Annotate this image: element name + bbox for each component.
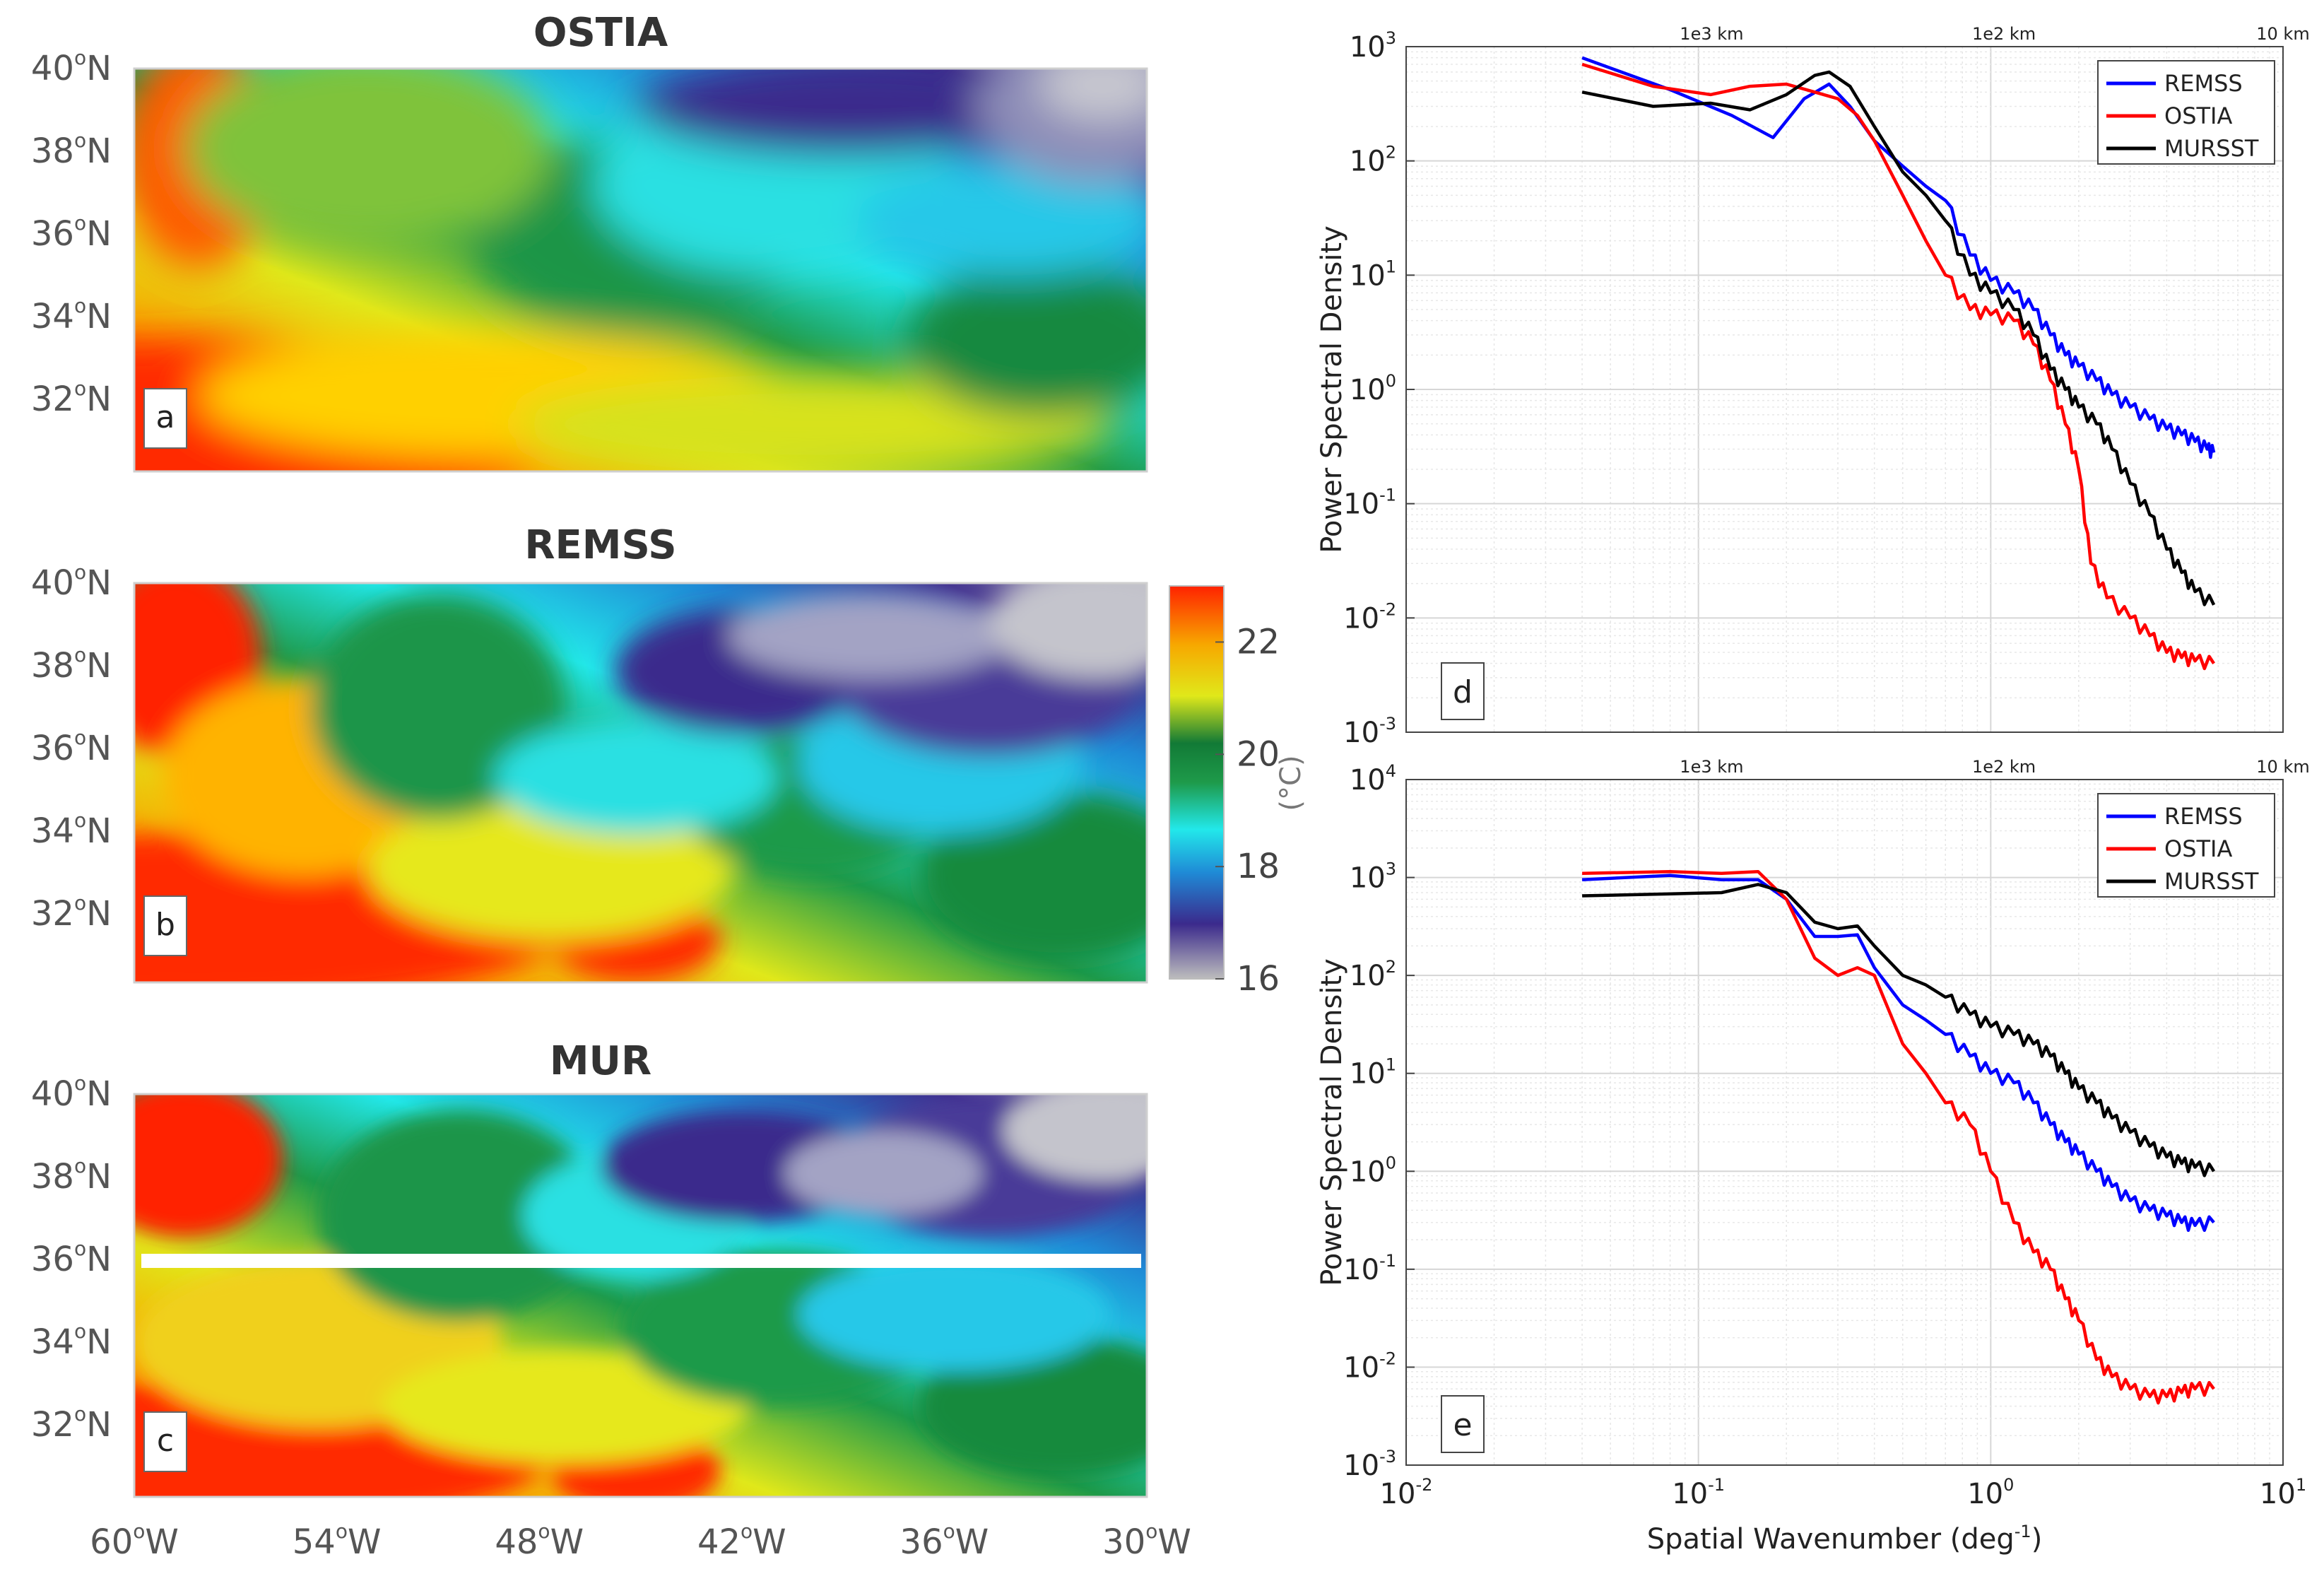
x-tick-e--2: 10-2 xyxy=(1380,1475,1433,1510)
y-tick-d--3: 10-3 xyxy=(1343,714,1396,749)
x-tick-e-0: 100 xyxy=(1967,1475,2014,1510)
map-panel-remss: REMSS b xyxy=(133,522,1148,984)
lon-label-60: 60oW xyxy=(90,1520,179,1562)
lon-label-48: 48oW xyxy=(495,1520,584,1562)
legend-label-d-mursst: MURSST xyxy=(2164,135,2259,162)
lat-label-c-36: 36oN xyxy=(31,1237,112,1279)
series-line-e-mursst xyxy=(1582,883,2215,1177)
sst-field-ostia xyxy=(134,69,1147,471)
map-title-remss: REMSS xyxy=(524,522,676,568)
x-tick-e--1: 10-1 xyxy=(1672,1475,1725,1510)
panel-letter-b: b xyxy=(155,907,175,943)
series-line-d-ostia xyxy=(1581,62,2215,671)
y-axis-label-d: Power Spectral Density xyxy=(1316,225,1348,553)
map-title-mur: MUR xyxy=(550,1038,651,1084)
y-tick-d--1: 10-1 xyxy=(1343,486,1396,521)
top-axis-label-d-2: 10 km xyxy=(2256,24,2309,44)
lon-label-36: 36oW xyxy=(900,1520,989,1562)
legend-label-e-mursst: MURSST xyxy=(2164,868,2259,895)
y-tick-d-1: 101 xyxy=(1350,257,1396,292)
lat-label-c-34: 34oN xyxy=(31,1320,112,1362)
y-axis-label-e: Power Spectral Density xyxy=(1316,958,1348,1286)
legend-label-d-ostia: OSTIA xyxy=(2164,102,2232,129)
lat-label-a-34: 34oN xyxy=(31,294,112,336)
top-axis-label-e-1: 1e2 km xyxy=(1972,757,2036,777)
series-line-e-remss xyxy=(1581,874,2215,1233)
y-tick-e-3: 103 xyxy=(1350,859,1396,895)
panel-letter-e: e xyxy=(1453,1407,1472,1443)
x-axis-label: Spatial Wavenumber (deg-1) xyxy=(1647,1522,2043,1556)
map-title-ostia: OSTIA xyxy=(533,10,668,56)
series-line-e-ostia xyxy=(1582,869,2215,1405)
colorbar-label-18: 18 xyxy=(1237,847,1280,886)
top-axis-label-d-1: 1e2 km xyxy=(1972,24,2036,44)
sst-field-remss xyxy=(134,583,1147,982)
lat-label-c-32: 32oN xyxy=(31,1402,112,1445)
colorbar-label-22: 22 xyxy=(1237,622,1280,662)
lat-label-b-32: 32oN xyxy=(31,891,112,934)
colorbar-unit: (°C) xyxy=(1275,755,1307,811)
y-tick-e-1: 101 xyxy=(1350,1055,1396,1091)
y-tick-d-2: 102 xyxy=(1350,143,1396,178)
map-panel-ostia: OSTIA a xyxy=(133,10,1148,473)
y-tick-d--2: 10-2 xyxy=(1343,599,1396,635)
legend-d: REMSS OSTIA MURSST xyxy=(2097,60,2275,165)
panel-letter-a: a xyxy=(156,399,175,435)
y-tick-e-4: 104 xyxy=(1350,761,1396,797)
legend-label-e-ostia: OSTIA xyxy=(2164,835,2232,862)
lat-label-b-40: 40oN xyxy=(31,560,112,603)
panel-letter-d: d xyxy=(1453,674,1473,710)
top-axis-label-e-2: 10 km xyxy=(2256,757,2309,777)
plot-frame-e xyxy=(1405,779,2284,1466)
latitude-labels: 40oN 38oN 36oN 34oN 32oN 40oN 38oN 36oN 34oN 32oN… xyxy=(31,46,112,1445)
y-tick-e--3: 10-3 xyxy=(1343,1447,1396,1482)
y-tick-e-0: 100 xyxy=(1350,1153,1396,1188)
panel-letter-c: c xyxy=(157,1423,174,1459)
colorbar-label-20: 20 xyxy=(1237,734,1280,774)
map-panel-mur: MUR c xyxy=(133,1038,1148,1498)
lon-label-54: 54oW xyxy=(293,1520,382,1562)
series-line-d-remss xyxy=(1581,56,2216,459)
lat-label-b-34: 34oN xyxy=(31,809,112,851)
legend-e: REMSS OSTIA MURSST xyxy=(2097,793,2275,898)
grid-d xyxy=(1405,47,2283,733)
longitude-labels: 60oW 54oW 48oW 42oW 36oW 30oW xyxy=(90,1520,1191,1562)
x-tick-e-1: 101 xyxy=(2260,1475,2306,1510)
y-tick-e--1: 10-1 xyxy=(1343,1251,1396,1286)
lon-label-42: 42oW xyxy=(697,1520,786,1562)
lat-label-a-36: 36oN xyxy=(31,211,112,254)
legend-label-d-remss: REMSS xyxy=(2164,70,2243,97)
y-tick-d-3: 103 xyxy=(1350,28,1396,64)
lat-label-c-38: 38oN xyxy=(31,1154,112,1197)
lat-label-a-32: 32oN xyxy=(31,377,112,419)
y-tick-e-2: 102 xyxy=(1350,957,1396,992)
lat-label-b-38: 38oN xyxy=(31,643,112,686)
lat-label-a-40: 40oN xyxy=(31,46,112,88)
lat-label-b-36: 36oN xyxy=(31,726,112,768)
y-tick-e--2: 10-2 xyxy=(1343,1348,1396,1384)
colorbar-ticks: 22 20 18 16 xyxy=(1215,622,1280,999)
y-tick-d-0: 100 xyxy=(1350,371,1396,406)
colorbar-label-16: 16 xyxy=(1237,959,1280,999)
transect-line xyxy=(141,1254,1141,1268)
lat-label-c-40: 40oN xyxy=(31,1071,112,1114)
lat-label-a-38: 38oN xyxy=(31,129,112,171)
sst-field-mur xyxy=(134,1094,1147,1497)
top-axis-label-e-0: 1e3 km xyxy=(1680,757,1743,777)
series-line-d-mursst xyxy=(1581,70,2216,606)
colorbar: 22 20 18 16 (°C) xyxy=(1169,585,1307,999)
top-axis-label-d-0: 1e3 km xyxy=(1680,24,1743,44)
psd-chart-d: 10-3 10-2 10-1 100 101 102 103 1e3 km 1e2 km 10 k… xyxy=(1316,24,2310,749)
panel-letter-box-e: e xyxy=(1441,1395,1485,1453)
lon-label-30: 30oW xyxy=(1102,1520,1191,1562)
panel-letter-box-d: d xyxy=(1441,662,1485,720)
legend-label-e-remss: REMSS xyxy=(2164,803,2243,830)
